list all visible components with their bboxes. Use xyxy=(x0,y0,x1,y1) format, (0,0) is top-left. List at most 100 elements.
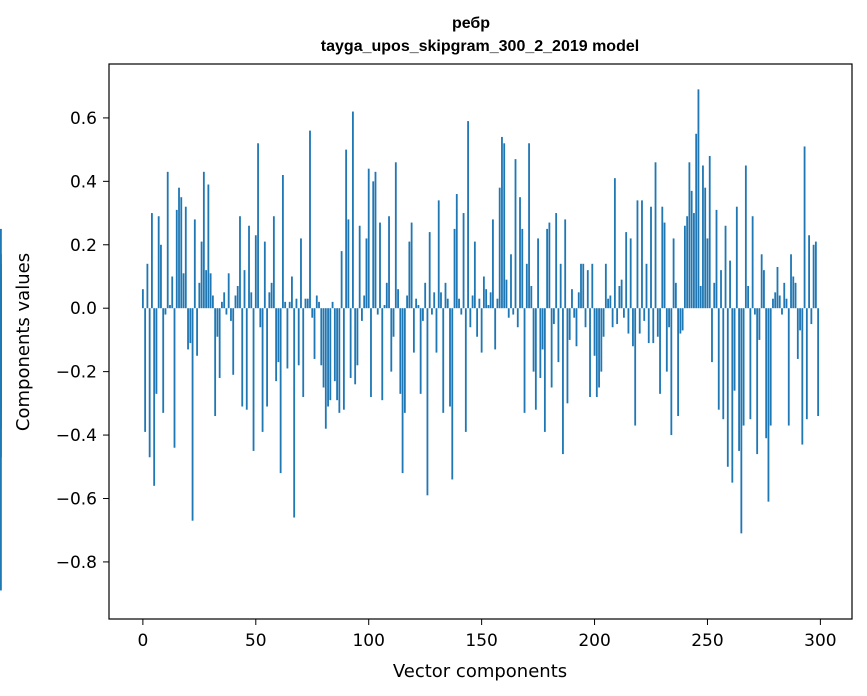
bar xyxy=(814,241,817,309)
bar xyxy=(397,289,399,309)
bar xyxy=(546,228,549,309)
bar xyxy=(523,308,526,413)
bar xyxy=(184,206,187,309)
bar xyxy=(313,308,316,359)
bar xyxy=(805,308,808,420)
x-axis-label: Vector components xyxy=(393,661,567,682)
bar xyxy=(254,235,257,309)
x-tick-label: 150 xyxy=(465,631,497,651)
bar xyxy=(471,295,474,309)
bar xyxy=(790,254,792,309)
bar xyxy=(801,308,804,445)
bar xyxy=(191,308,194,521)
bar xyxy=(501,136,503,309)
bar xyxy=(609,295,612,309)
bar xyxy=(209,273,212,309)
bar xyxy=(467,121,469,309)
bar xyxy=(354,308,357,385)
bar xyxy=(446,298,449,309)
bar xyxy=(485,289,488,309)
bar xyxy=(460,308,463,315)
bar xyxy=(352,111,354,309)
x-tick-label: 200 xyxy=(578,631,610,651)
bar xyxy=(259,308,262,328)
bar xyxy=(598,308,600,388)
bar xyxy=(340,251,343,309)
bar xyxy=(595,308,598,397)
bar xyxy=(812,244,815,309)
bar xyxy=(665,308,668,372)
bar xyxy=(552,308,555,325)
bar xyxy=(647,308,650,344)
y-axis-label: Components values xyxy=(13,253,34,431)
bar xyxy=(390,308,393,372)
bar xyxy=(765,308,768,439)
bar xyxy=(763,270,765,309)
bar xyxy=(279,308,282,474)
bar xyxy=(618,286,621,309)
bar xyxy=(180,197,183,309)
bar xyxy=(803,146,806,309)
bar xyxy=(704,187,707,309)
bar xyxy=(286,308,289,369)
bar xyxy=(431,308,433,315)
bar xyxy=(600,308,603,372)
bar xyxy=(492,219,494,309)
bar xyxy=(309,130,311,309)
bar xyxy=(363,295,366,309)
bar xyxy=(663,222,666,309)
bar xyxy=(724,225,727,309)
bar xyxy=(408,241,411,309)
y-tick-label: 0.2 xyxy=(70,236,97,256)
chart-title: ребр xyxy=(452,15,490,32)
bar xyxy=(602,308,605,337)
bar xyxy=(288,301,291,309)
bar xyxy=(629,238,632,309)
bar xyxy=(315,295,318,309)
bar xyxy=(726,308,729,467)
bar xyxy=(295,298,298,309)
bar xyxy=(182,273,185,309)
bar xyxy=(537,238,539,309)
bar xyxy=(275,308,278,382)
bar xyxy=(620,279,623,309)
plot-frame xyxy=(108,63,853,620)
bar xyxy=(808,235,810,309)
bar xyxy=(645,263,648,309)
bar xyxy=(419,308,422,394)
bar xyxy=(189,308,192,344)
bar xyxy=(577,292,580,309)
bar xyxy=(230,308,232,321)
bar xyxy=(302,308,305,397)
bar xyxy=(304,298,307,309)
bar xyxy=(568,308,571,340)
bar xyxy=(693,213,695,309)
bar xyxy=(372,181,375,309)
y-tick-label: 0.6 xyxy=(70,109,97,129)
bar xyxy=(625,232,628,309)
bar xyxy=(641,200,643,309)
bar xyxy=(672,238,675,309)
bar xyxy=(270,282,273,309)
chart-subtitle: tayga_upos_skipgram_300_2_2019 model xyxy=(321,38,639,55)
bar xyxy=(394,162,397,309)
bar xyxy=(266,308,268,407)
bar xyxy=(272,216,275,309)
bar xyxy=(530,286,533,309)
bar xyxy=(656,308,659,337)
bar xyxy=(557,308,560,363)
bar xyxy=(333,308,336,382)
y-tick-label: −0.6 xyxy=(56,489,97,509)
bar xyxy=(593,308,596,356)
bar xyxy=(318,301,320,309)
bar xyxy=(783,282,786,309)
bar xyxy=(449,308,451,407)
bar xyxy=(575,308,578,347)
bar xyxy=(345,149,348,309)
bar xyxy=(729,260,731,309)
bar xyxy=(263,241,266,309)
x-tick-label: 100 xyxy=(352,631,384,651)
y-tick-label: 0.0 xyxy=(70,299,97,319)
